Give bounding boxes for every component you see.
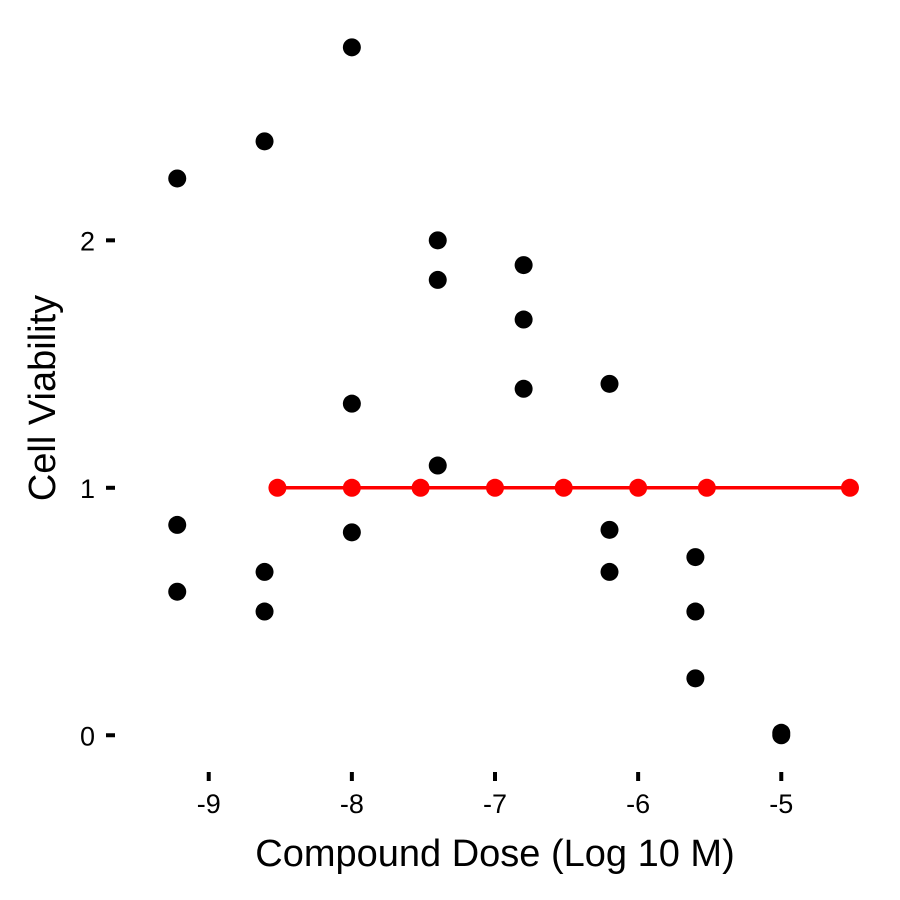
y-axis-title: Cell Viability (22, 295, 64, 501)
reference-point (840, 478, 859, 497)
data-point (428, 231, 447, 250)
data-point (428, 270, 447, 289)
data-point (600, 562, 619, 581)
y-axis-ticks: 0 1 2 (80, 226, 115, 751)
y-tick-label: 0 (80, 721, 95, 751)
data-point (514, 256, 533, 275)
data-point (514, 379, 533, 398)
reference-point (554, 478, 573, 497)
data-point (686, 669, 705, 688)
x-axis-title: Compound Dose (Log 10 M) (255, 833, 734, 875)
data-point (342, 523, 361, 542)
data-point (168, 169, 187, 188)
x-tick-label: -7 (483, 789, 507, 819)
data-point (600, 520, 619, 539)
x-tick-label: -9 (197, 789, 221, 819)
reference-point (342, 478, 361, 497)
reference-point (268, 478, 287, 497)
data-point (342, 394, 361, 413)
y-tick-label: 2 (80, 226, 95, 256)
data-point (772, 726, 791, 745)
data-point (686, 548, 705, 567)
x-tick-label: -5 (769, 789, 793, 819)
reference-point (411, 478, 430, 497)
x-tick-label: -8 (340, 789, 364, 819)
data-point (168, 582, 187, 601)
data-point (168, 515, 187, 534)
data-point (686, 602, 705, 621)
data-point (342, 38, 361, 57)
reference-line-layer (268, 478, 859, 497)
data-point (255, 132, 274, 151)
reference-point (697, 478, 716, 497)
reference-point (629, 478, 648, 497)
x-tick-label: -6 (626, 789, 650, 819)
y-tick-label: 1 (80, 474, 95, 504)
data-points-layer (168, 38, 791, 745)
x-axis-ticks: -9 -8 -7 -6 -5 (197, 772, 793, 819)
data-point (428, 456, 447, 475)
reference-point (486, 478, 504, 497)
data-point (514, 310, 533, 329)
data-point (255, 562, 274, 581)
data-point (255, 602, 274, 621)
data-point (600, 374, 619, 393)
